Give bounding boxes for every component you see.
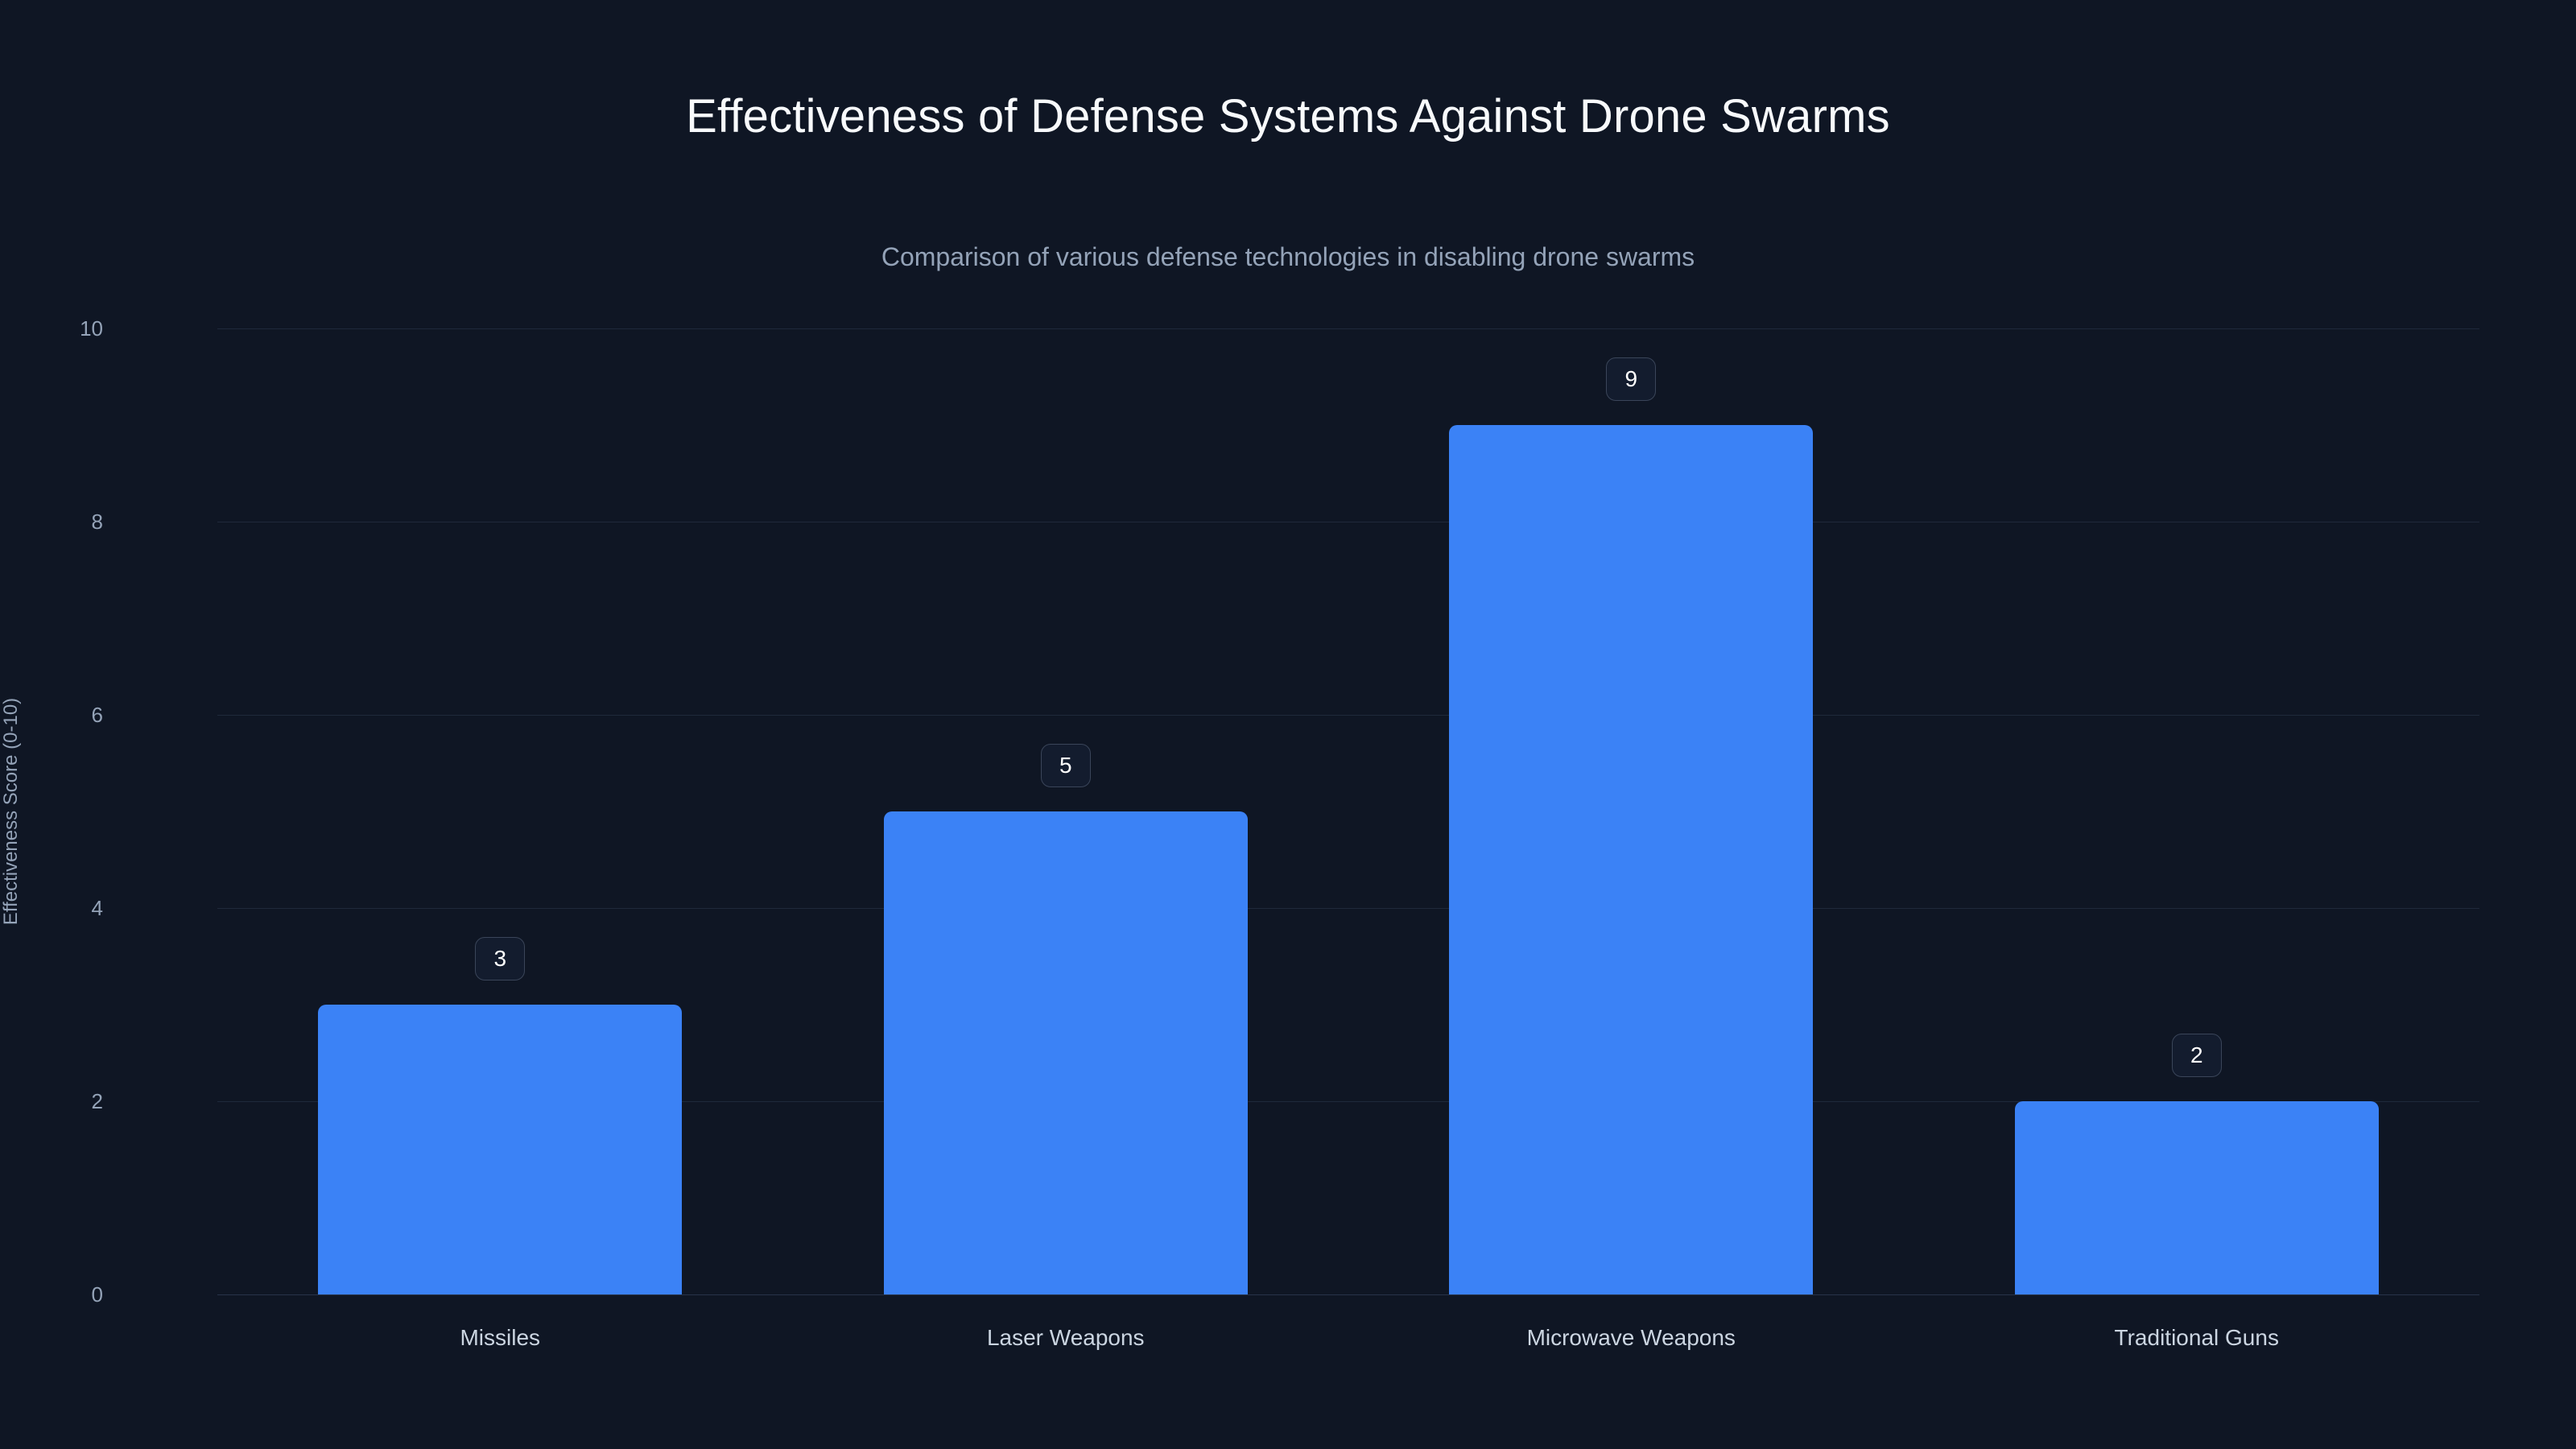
y-tick-label: 0 — [91, 1282, 103, 1307]
bar[interactable] — [318, 1005, 683, 1294]
x-tick-label: Traditional Guns — [2114, 1325, 2279, 1350]
y-tick-label: 4 — [91, 896, 103, 920]
gridline — [217, 715, 2479, 716]
gridline — [217, 328, 2479, 329]
bar[interactable] — [883, 811, 1248, 1294]
bar-value-badge: 9 — [1606, 357, 1657, 401]
bar-value-badge: 5 — [1040, 744, 1091, 787]
y-tick-label: 2 — [91, 1089, 103, 1113]
y-axis-title: Effectiveness Score (0-10) — [0, 697, 22, 926]
y-tick-label: 8 — [91, 510, 103, 534]
x-tick-label: Missiles — [460, 1325, 541, 1350]
gridline — [217, 908, 2479, 909]
bar[interactable] — [2014, 1101, 2379, 1294]
x-tick-label: Laser Weapons — [986, 1325, 1145, 1350]
bar-value-badge: 2 — [2171, 1034, 2222, 1077]
y-tick-label: 6 — [91, 703, 103, 727]
x-tick-label: Microwave Weapons — [1526, 1325, 1736, 1350]
bar-value-badge: 3 — [475, 937, 526, 980]
gridline — [217, 1294, 2479, 1295]
chart-subtitle: Comparison of various defense technologi… — [881, 242, 1695, 271]
plot-area — [217, 328, 2479, 1295]
y-tick-label: 10 — [80, 316, 103, 341]
chart-title: Effectiveness of Defense Systems Against… — [686, 90, 1890, 142]
bar[interactable] — [1449, 425, 1814, 1294]
gridline — [217, 1101, 2479, 1102]
